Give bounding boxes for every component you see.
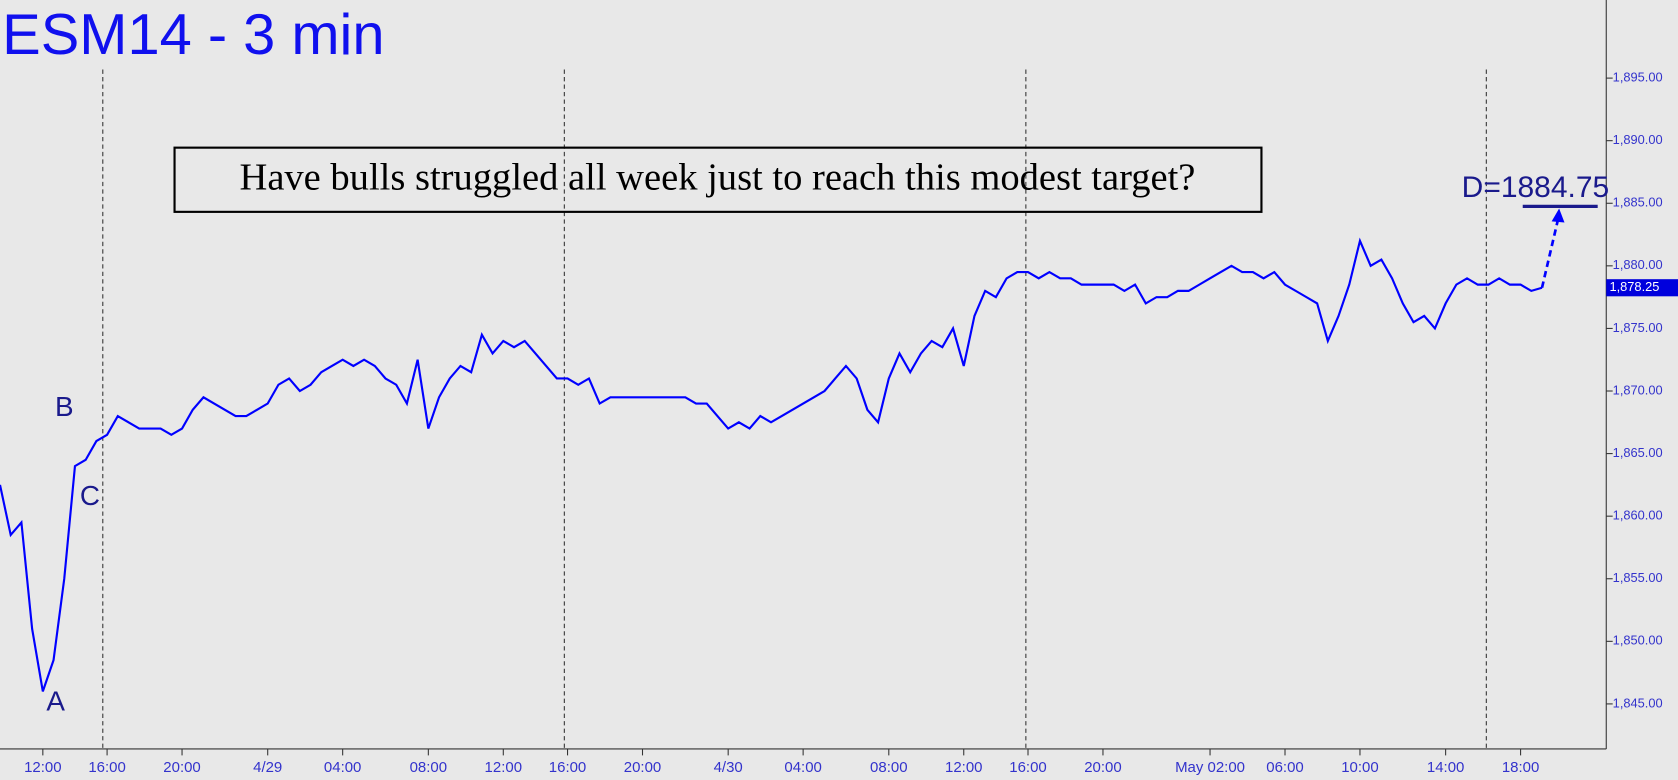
x-tick-label: 20:00 xyxy=(1084,759,1121,776)
x-tick-label: 06:00 xyxy=(1266,759,1303,776)
x-tick-label: 16:00 xyxy=(88,759,125,776)
x-tick-label: 12:00 xyxy=(485,759,522,776)
target-label: D=1884.75 xyxy=(1462,171,1610,204)
x-tick-label: 04:00 xyxy=(324,759,361,776)
x-tick-label: 16:00 xyxy=(1009,759,1046,776)
x-tick-label: May 02:00 xyxy=(1175,759,1245,776)
y-tick-label: 1,850.00 xyxy=(1613,633,1663,648)
wave-label: A xyxy=(46,685,65,716)
y-tick-label: 1,890.00 xyxy=(1613,132,1663,147)
x-tick-label: 12:00 xyxy=(24,759,61,776)
x-tick-label: 4/29 xyxy=(253,759,282,776)
x-tick-label: 20:00 xyxy=(163,759,200,776)
y-tick-label: 1,865.00 xyxy=(1613,445,1663,460)
annotation-box xyxy=(173,146,1263,213)
wave-label: B xyxy=(55,391,74,422)
x-tick-label: 20:00 xyxy=(624,759,661,776)
x-tick-label: 18:00 xyxy=(1502,759,1539,776)
y-tick-label: 1,895.00 xyxy=(1613,69,1663,84)
wave-label: C xyxy=(80,480,100,511)
target-arrow xyxy=(1540,218,1560,289)
chart-title: ESM14 - 3 min xyxy=(2,3,384,67)
y-tick-label: 1,885.00 xyxy=(1613,195,1663,210)
annotation: Have bulls struggled all week just to re… xyxy=(239,157,1195,199)
x-tick-label: 04:00 xyxy=(784,759,821,776)
x-tick-label: 10:00 xyxy=(1341,759,1378,776)
y-tick-label: 1,845.00 xyxy=(1613,695,1663,710)
x-tick-label: 08:00 xyxy=(410,759,447,776)
y-tick-label: 1,860.00 xyxy=(1613,508,1663,523)
x-tick-label: 12:00 xyxy=(945,759,982,776)
x-tick-label: 16:00 xyxy=(549,759,586,776)
y-tick-label: 1,855.00 xyxy=(1613,570,1663,585)
y-tick-label: 1,870.00 xyxy=(1613,382,1663,397)
x-tick-label: 4/30 xyxy=(714,759,743,776)
y-tick-label: 1,875.00 xyxy=(1613,320,1663,335)
arrow-head xyxy=(1551,208,1565,223)
last-price-label: 1,878.25 xyxy=(1609,279,1659,294)
last-price-box xyxy=(1606,279,1678,297)
x-tick-label: 08:00 xyxy=(870,759,907,776)
price-line xyxy=(0,237,1543,692)
y-tick-label: 1,880.00 xyxy=(1613,257,1663,272)
session-lines xyxy=(102,69,1487,749)
x-tick-label: 14:00 xyxy=(1427,759,1464,776)
